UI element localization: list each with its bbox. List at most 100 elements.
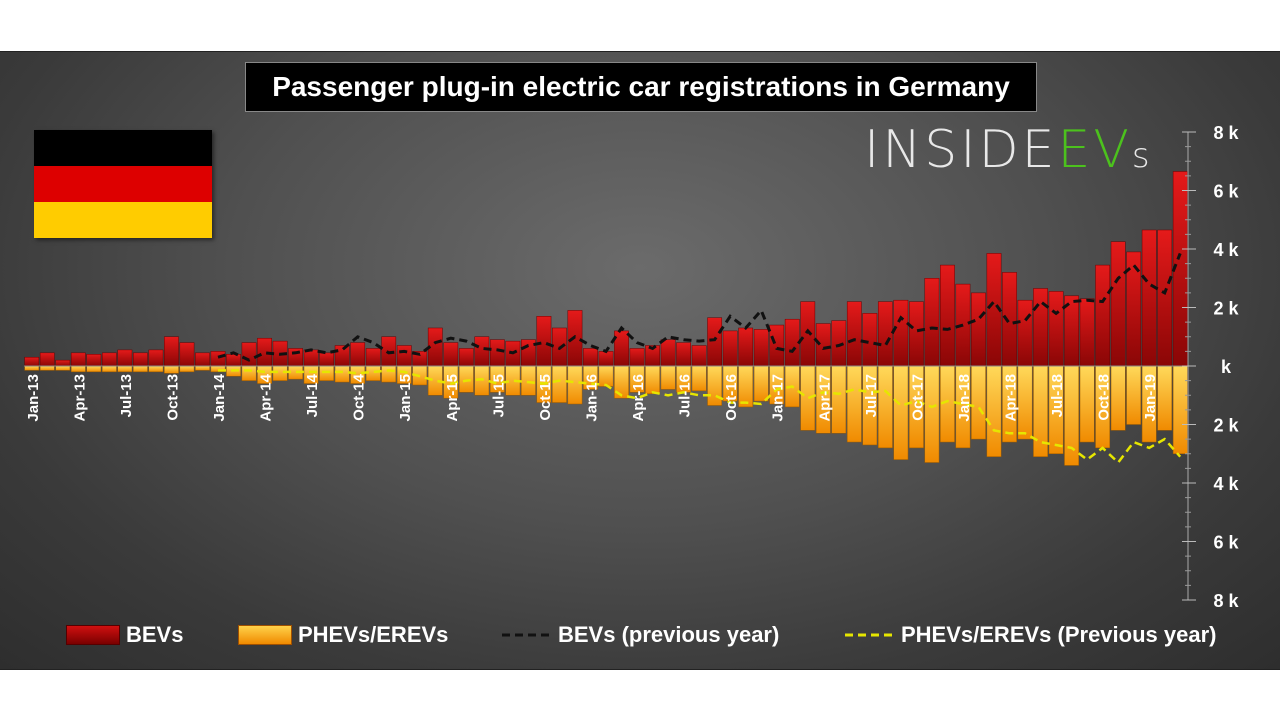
bar-bev <box>893 299 909 367</box>
x-tick-label: Jan-19 <box>1142 374 1159 422</box>
bar-bev <box>241 342 257 367</box>
x-tick-label: Oct-15 <box>537 374 554 421</box>
bar-phev <box>521 365 536 396</box>
chart-title: Passenger plug-in electric car registrat… <box>245 62 1037 112</box>
bar-bev <box>800 301 816 367</box>
y-tick-label: 4 k <box>1213 474 1239 494</box>
x-tick-label: Oct-14 <box>351 373 368 420</box>
bar-phev <box>133 365 148 373</box>
bar-bev <box>365 348 381 367</box>
x-tick-label: Apr-15 <box>444 374 461 422</box>
bar-phev <box>179 365 195 373</box>
bar-phev <box>319 365 335 381</box>
bar-bev <box>101 352 117 367</box>
y-tick-label: 6 k <box>1213 533 1239 553</box>
x-tick-label: Oct-16 <box>723 374 740 421</box>
x-tick-label: Jul-15 <box>490 374 507 417</box>
x-tick-label: Oct-17 <box>909 374 926 421</box>
bar-bev <box>179 342 195 367</box>
x-tick-label: Apr-17 <box>816 374 833 422</box>
bar-phev <box>1110 365 1126 431</box>
bar-phev <box>148 365 164 373</box>
bar-phev <box>1126 365 1142 425</box>
y-tick-label: 8 k <box>1213 591 1239 611</box>
line-bev-previous-year <box>217 252 1182 362</box>
bar-phev <box>753 365 769 402</box>
bar-bev <box>55 359 71 367</box>
bar-bev <box>971 292 986 367</box>
insideevs-logo: INSIDEEVs <box>864 120 1153 180</box>
legend-item-phev-prev: PHEVs/EREVs (Previous year) <box>843 620 1216 650</box>
bar-phev <box>55 365 71 371</box>
legend-label-bev-prev: BEVs (previous year) <box>558 622 780 647</box>
x-tick-label: Jul-16 <box>677 374 694 417</box>
bar-bev <box>676 342 691 367</box>
bar-bev <box>148 349 164 367</box>
bar-bev <box>722 330 738 367</box>
bar-phev <box>893 365 909 460</box>
x-tick-label: Jan-13 <box>25 374 42 422</box>
bar-phev <box>1157 365 1173 431</box>
logo-part-inside: INSIDE <box>864 120 1058 180</box>
bar-phev <box>924 365 940 463</box>
y-tick-label: k <box>1221 357 1232 377</box>
bar-bev <box>924 278 940 367</box>
x-tick-label: Jul-13 <box>118 374 135 417</box>
x-tick-label: Jan-14 <box>211 373 228 421</box>
bar-bev <box>117 349 133 367</box>
bar-bev <box>288 348 303 367</box>
bar-phev <box>101 365 117 373</box>
bar-bev <box>70 352 86 367</box>
bar-bev <box>583 348 598 367</box>
bar-phev <box>971 365 986 440</box>
bar-bev <box>753 329 769 367</box>
bar-bev <box>334 345 350 367</box>
bar-bev <box>1095 264 1111 367</box>
bar-bev <box>660 339 676 367</box>
y-tick-label: 2 k <box>1213 416 1239 436</box>
bar-phev <box>1064 365 1079 466</box>
x-tick-label: Apr-16 <box>630 374 647 422</box>
bar-phev <box>738 365 754 408</box>
x-tick-label: Jan-18 <box>956 374 973 422</box>
bar-bev <box>458 348 474 367</box>
legend-swatch-bev <box>66 625 120 645</box>
bar-bev <box>474 336 490 367</box>
bar-bev <box>39 352 55 367</box>
bar-phev <box>846 365 862 443</box>
bar-bev <box>489 339 505 367</box>
bar-phev <box>1017 365 1033 440</box>
bar-phev <box>1079 365 1095 443</box>
bar-bev <box>862 313 878 367</box>
bar-bev <box>877 301 893 367</box>
legend-item-phev: PHEVs/EREVs <box>238 620 448 650</box>
bar-bev <box>350 342 366 367</box>
logo-part-ev: EV <box>1057 120 1132 180</box>
bar-phev <box>24 365 40 371</box>
bar-bev <box>443 342 459 367</box>
y-tick-label: 2 k <box>1213 299 1239 319</box>
bar-phev <box>164 365 179 374</box>
x-tick-label: Jan-16 <box>584 374 601 422</box>
bar-phev <box>831 365 847 434</box>
bar-phev <box>800 365 816 431</box>
x-tick-label: Oct-18 <box>1096 374 1113 421</box>
flag-stripe-black <box>34 130 212 166</box>
bar-phev <box>458 365 474 393</box>
bar-bev <box>396 345 412 367</box>
germany-flag-icon <box>34 130 212 238</box>
x-tick-label: Jul-18 <box>1049 374 1066 417</box>
bar-bev <box>1048 291 1064 367</box>
bar-phev <box>334 365 350 383</box>
bar-phev <box>241 365 257 381</box>
legend-label-bev: BEVs <box>126 622 184 647</box>
x-tick-label: Jan-17 <box>770 374 787 422</box>
bar-phev <box>567 365 583 405</box>
bar-bev <box>1079 298 1095 367</box>
bar-bev <box>738 327 754 367</box>
bar-bev <box>707 317 723 367</box>
flag-stripe-red <box>34 166 212 202</box>
y-tick-label: 6 k <box>1213 182 1239 202</box>
bar-phev <box>117 365 133 373</box>
bar-phev <box>70 365 86 373</box>
